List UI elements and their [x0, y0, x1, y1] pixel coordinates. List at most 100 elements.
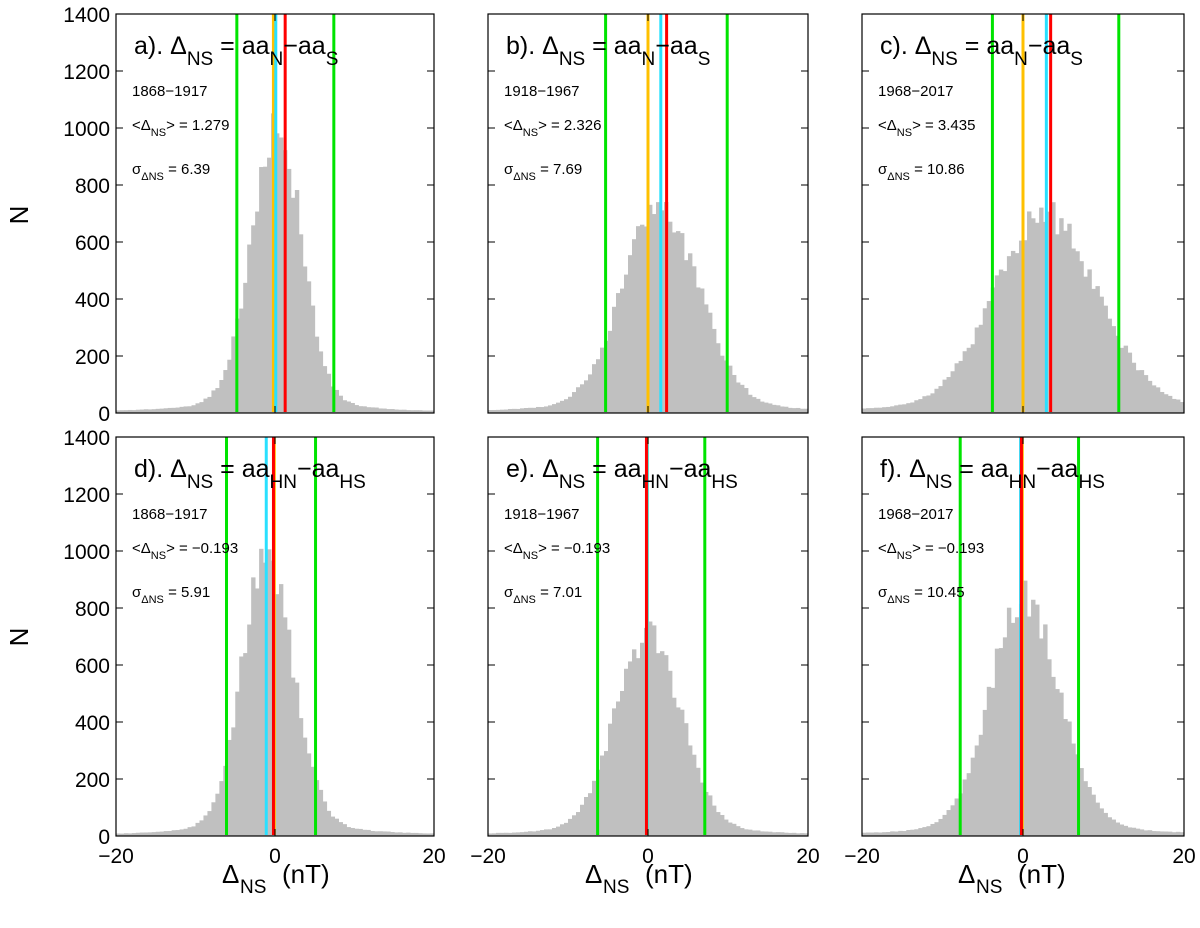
histogram-bar — [358, 406, 363, 413]
mean-label: <ΔNS> = 2.326 — [504, 117, 601, 139]
histogram-bar — [1063, 719, 1068, 836]
histogram-bar — [394, 409, 399, 413]
plot-frame — [861, 13, 1185, 414]
histogram-bar — [942, 379, 947, 413]
histogram-bar — [768, 403, 773, 413]
histogram-bar — [740, 384, 745, 413]
histogram-bar — [346, 401, 351, 413]
histogram-bar — [1175, 399, 1181, 413]
period-label: 1968−2017 — [878, 83, 954, 100]
histogram-bar — [1119, 824, 1125, 836]
histogram-bar — [632, 239, 637, 413]
histogram-bar — [147, 832, 153, 836]
x-axis-title-sub: NS — [603, 877, 629, 898]
histogram-bar — [632, 649, 637, 836]
histogram-bar — [426, 410, 431, 413]
panel-title-d-part: NS — [187, 472, 213, 493]
panel-title-f-part: NS — [926, 472, 952, 493]
histogram-bar — [1139, 370, 1145, 413]
histogram-bar — [163, 408, 169, 413]
histogram-bar — [215, 388, 220, 413]
histogram-bar — [954, 798, 959, 836]
histogram-bar — [990, 687, 996, 836]
sigma-label: σΔNS = 7.69 — [504, 161, 582, 183]
histogram-bar — [342, 824, 347, 836]
panel-title-e-part: HS — [711, 472, 737, 493]
histogram-bar — [588, 374, 593, 413]
mean-label-part: NS — [523, 550, 538, 562]
histogram-bar — [708, 795, 713, 836]
histogram-bar — [267, 157, 272, 413]
histogram-bar — [540, 830, 545, 836]
histogram-bar — [1014, 253, 1020, 413]
histogram-bar — [195, 403, 200, 413]
y-tick-label: 800 — [75, 598, 110, 621]
histogram-bar — [898, 404, 903, 413]
histogram-bar — [720, 355, 725, 413]
histogram-bar — [314, 336, 320, 413]
histogram-bar — [708, 312, 713, 413]
histogram-bar — [492, 833, 497, 836]
histogram-bar — [524, 831, 529, 836]
panel-title-b-part: −aa — [655, 32, 698, 60]
histogram-bar — [267, 549, 272, 836]
histogram-bar — [1103, 305, 1108, 413]
mean-label-part: <Δ — [504, 117, 523, 134]
panel-title-c-part: = aa — [958, 32, 1014, 60]
histogram-bar — [155, 408, 161, 413]
histogram-bar — [926, 826, 931, 836]
histogram-bar — [366, 829, 371, 836]
histogram-bar — [776, 405, 781, 413]
histogram-bar — [608, 723, 613, 836]
histogram-bar — [171, 407, 177, 413]
histogram-bar — [227, 359, 232, 413]
histogram-bar — [1087, 787, 1092, 836]
histogram-bar — [151, 409, 157, 413]
histogram-bar — [306, 753, 312, 836]
histogram-bar — [207, 811, 212, 836]
histogram-bar — [656, 202, 661, 413]
mean-label-part: NS — [897, 550, 912, 562]
sigma-label: σΔNS = 5.91 — [132, 584, 210, 606]
histogram-bar — [958, 360, 964, 413]
histogram-bar — [672, 697, 677, 836]
histogram-bar — [243, 282, 248, 413]
histogram-bar — [680, 709, 685, 836]
histogram-bar — [564, 822, 569, 836]
sigma-label: σΔNS = 7.01 — [504, 584, 582, 606]
x-tick-label: −20 — [470, 845, 506, 868]
histogram-bar — [1127, 827, 1133, 836]
histogram-bar — [668, 670, 673, 836]
histogram-bar — [370, 407, 375, 413]
panel-title-f-part: f). Δ — [880, 455, 926, 483]
histogram-bar — [780, 406, 785, 413]
panel-title-e-part: e). Δ — [506, 455, 559, 483]
histogram-bar — [131, 833, 137, 836]
histogram-bar — [894, 831, 899, 836]
x-tick-label: −20 — [98, 845, 134, 868]
histogram-bar — [183, 828, 188, 836]
histogram-bar — [560, 400, 565, 413]
histogram-bar — [488, 410, 493, 413]
histogram-bar — [1023, 240, 1028, 413]
histogram-bar — [1014, 617, 1020, 836]
histogram-bar — [792, 408, 797, 413]
histogram-bar — [1111, 819, 1116, 836]
panel-title-e-part: NS — [559, 472, 585, 493]
histogram-bar — [556, 402, 561, 413]
histogram-bar — [998, 269, 1004, 413]
histogram-bar — [866, 408, 871, 413]
histogram-bar — [930, 393, 935, 413]
panel-title-a-part: NS — [187, 49, 213, 70]
panel-title-e-part: −aa — [669, 455, 712, 483]
histogram-bar — [1103, 812, 1108, 836]
histogram-bar — [179, 829, 184, 836]
histogram-bar — [175, 830, 180, 836]
histogram-bar — [139, 832, 145, 836]
histogram-bar — [752, 830, 757, 836]
histogram-bar — [410, 832, 415, 836]
histogram-bar — [1171, 398, 1177, 413]
x-axis-title-c: Δ NS (nT) — [958, 859, 1066, 898]
histogram-bar — [116, 410, 121, 413]
